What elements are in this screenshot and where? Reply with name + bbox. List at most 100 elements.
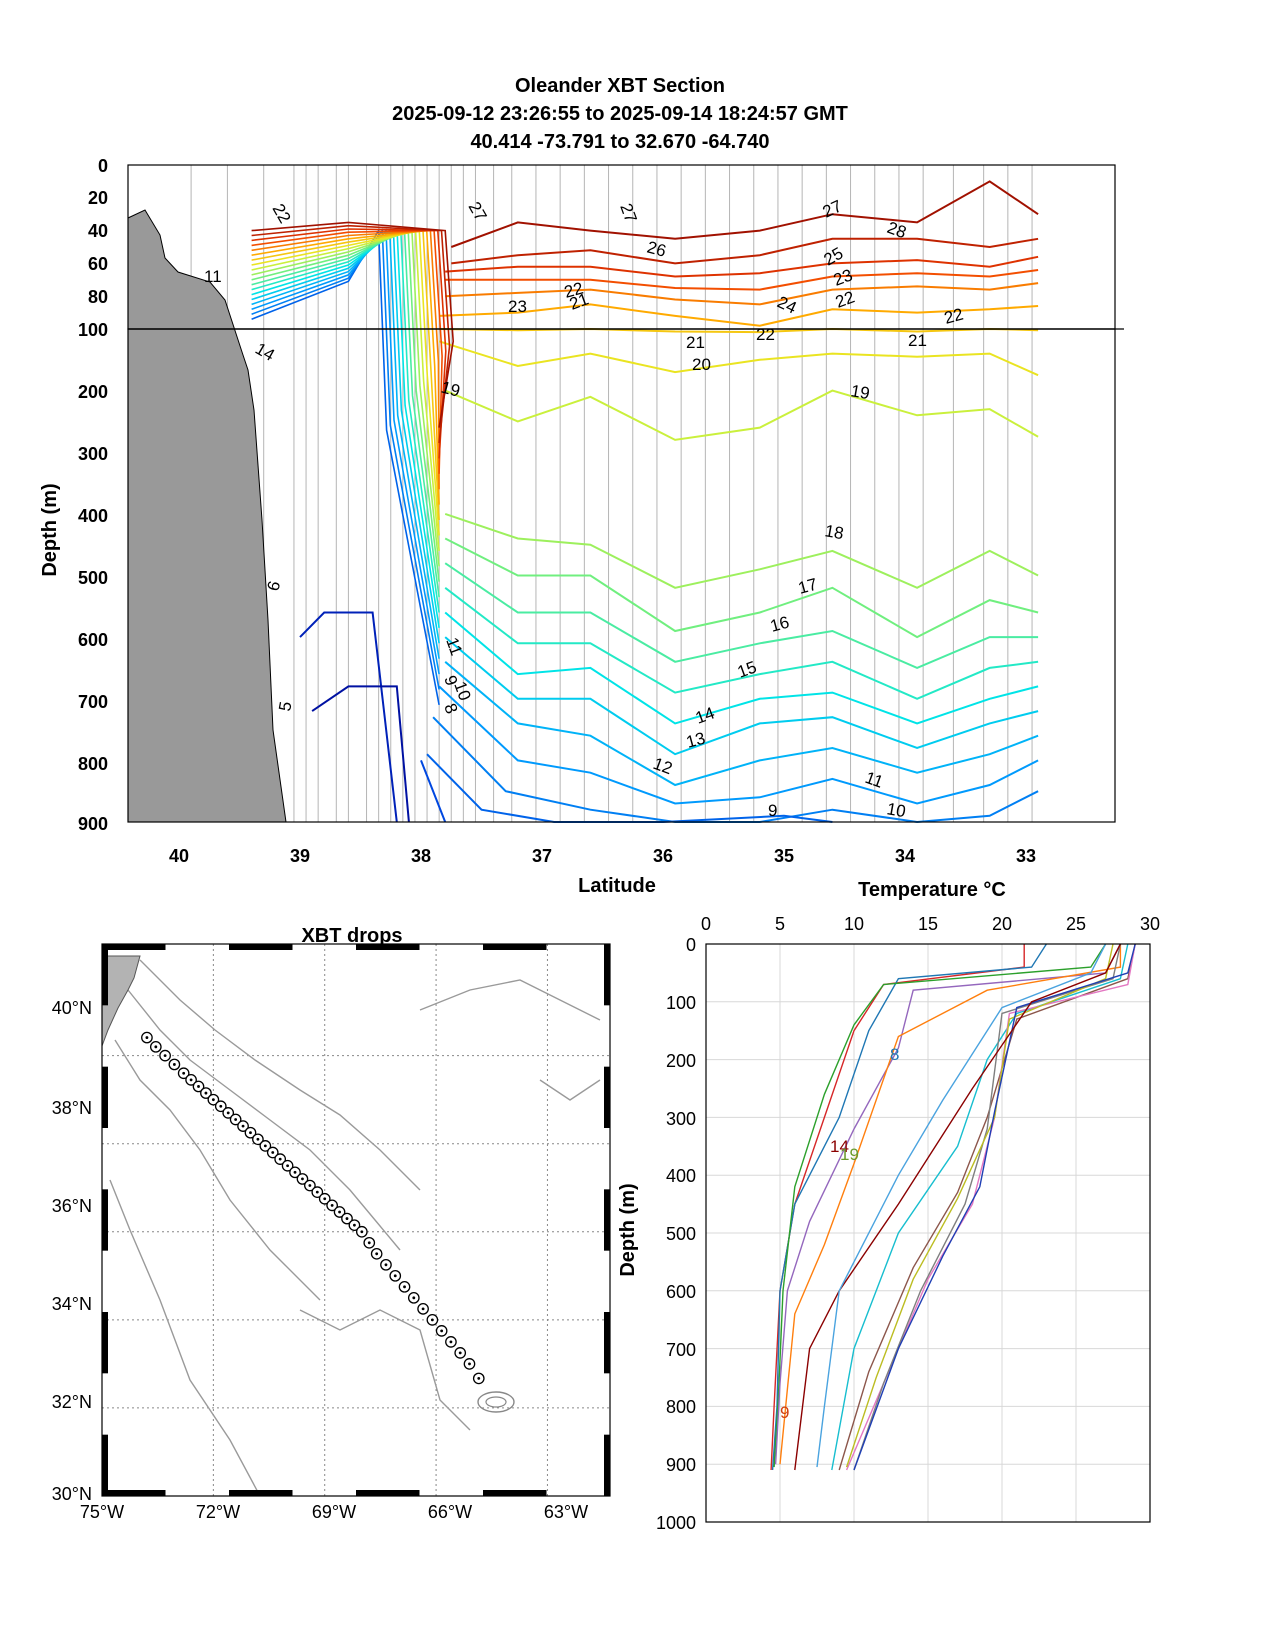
xbt-drop-center — [393, 1274, 397, 1278]
lon-label-63: 63°W — [544, 1502, 588, 1522]
isotherm-6 — [299, 611, 398, 823]
temperature-profile — [831, 943, 1129, 1471]
contour-label-22: 22 — [562, 279, 585, 302]
temperature-profile — [838, 943, 1136, 1471]
depth-tick-0: 0 — [686, 935, 696, 955]
isotherm-15 — [444, 587, 1039, 700]
contour-label-25: 25 — [821, 244, 847, 270]
depth-contour — [419, 979, 601, 1021]
depth-tick-600: 600 — [666, 1282, 696, 1302]
isotherm-27 — [450, 180, 1039, 248]
contour-label-22: 22 — [942, 305, 965, 328]
xbt-drop-center — [219, 1104, 223, 1108]
bermuda-rise — [477, 1391, 515, 1413]
contour-label-11: 11 — [863, 768, 886, 792]
profile-label-8: 8 — [890, 1045, 899, 1064]
contour-label-14: 14 — [693, 703, 717, 727]
ytick-40: 40 — [88, 221, 108, 241]
front-isotherm-10 — [251, 228, 440, 690]
lat-label-32: 32°N — [52, 1392, 92, 1412]
isotherm-26 — [451, 237, 1039, 265]
isotherm-17 — [444, 537, 1039, 639]
ytick-300: 300 — [78, 444, 108, 464]
profile-label-19: 19 — [840, 1145, 859, 1164]
xbt-drop-center — [263, 1144, 267, 1148]
xbt-drop-center — [468, 1362, 471, 1366]
lat-label-36: 36°N — [52, 1196, 92, 1216]
xbt-drop-center — [412, 1296, 416, 1300]
xbt-drop-center — [345, 1217, 349, 1220]
xtick-38: 38 — [411, 846, 431, 866]
depth-contour — [299, 1309, 471, 1431]
contour-label-11: 11 — [442, 635, 466, 658]
ytick-400: 400 — [78, 506, 108, 526]
xtick-40: 40 — [169, 846, 189, 866]
xbt-drop-center — [154, 1045, 158, 1049]
temperature-profile — [816, 943, 1107, 1468]
frame-tick — [604, 1434, 610, 1496]
xbt-drop-center — [145, 1036, 149, 1039]
xbt-drop-center — [421, 1307, 425, 1311]
frame-tick — [356, 1490, 420, 1496]
frame-tick — [102, 944, 166, 950]
section-ylabel: Depth (m) — [39, 483, 61, 576]
xbt-drop-center — [315, 1190, 319, 1194]
xbt-drop-center — [271, 1151, 275, 1154]
frame-tick — [102, 1189, 108, 1251]
depth-tick-1000: 1000 — [656, 1513, 696, 1533]
isotherm-13 — [444, 636, 1039, 756]
xbt-drop-center — [172, 1063, 176, 1066]
depth-tick-100: 100 — [666, 993, 696, 1013]
xtick-39: 39 — [290, 846, 310, 866]
xbt-drop-markers — [141, 1031, 485, 1385]
depth-tick-200: 200 — [666, 1051, 696, 1071]
ytick-100: 100 — [78, 320, 108, 340]
isotherm-8 — [420, 760, 447, 823]
xbt-drop-center — [226, 1111, 230, 1115]
contour-label-21: 21 — [686, 333, 705, 352]
contour-label-12: 12 — [651, 754, 675, 778]
frame-tick — [102, 944, 108, 1006]
xbt-drop-center — [323, 1197, 327, 1201]
depth-tick-700: 700 — [666, 1340, 696, 1360]
xbt-drop-center — [182, 1071, 186, 1075]
contour-label-17: 17 — [796, 575, 819, 598]
isotherm-18 — [444, 512, 1039, 589]
depth-tick-900: 900 — [666, 1455, 696, 1475]
ytick-0: 0 — [98, 156, 108, 176]
temperature-profile — [779, 944, 1122, 1465]
depth-tick-500: 500 — [666, 1224, 696, 1244]
isotherm-23 — [445, 282, 1039, 306]
frame-tick — [229, 944, 293, 950]
xbt-drop-center — [249, 1131, 252, 1135]
frame-tick — [604, 1066, 610, 1128]
map-graticule — [102, 944, 610, 1496]
xbt-drop-center — [241, 1124, 245, 1128]
temp-tick-30: 30 — [1140, 914, 1160, 934]
front-isotherm-11 — [251, 228, 440, 675]
xbt-drop-center — [367, 1241, 371, 1245]
contour-label-19: 19 — [849, 381, 871, 403]
map-title: XBT drops — [301, 925, 402, 947]
section-plot: Oleander XBT Section 2025-09-12 23:26:55… — [39, 75, 1124, 897]
isotherm-14 — [444, 611, 1039, 725]
xbt-drop-center — [256, 1137, 260, 1141]
xbt-drop-center — [375, 1252, 379, 1256]
contour-label-13: 13 — [684, 729, 707, 752]
contour-label-20: 20 — [692, 355, 711, 374]
contour-label-18: 18 — [823, 521, 845, 543]
temperature-profile — [845, 943, 1114, 1468]
section-xlabel: Latitude — [578, 875, 656, 897]
lon-label-69: 69°W — [312, 1502, 356, 1522]
contour-label-9: 9 — [768, 801, 777, 820]
isotherm-22 — [439, 303, 1039, 327]
frame-tick — [604, 1312, 610, 1374]
map-frame — [101, 943, 611, 1497]
depth-contour — [114, 1039, 321, 1301]
xbt-drop-center — [430, 1318, 434, 1322]
section-frame-lower — [127, 328, 1116, 823]
xtick-37: 37 — [532, 846, 552, 866]
land-shelf — [127, 209, 287, 823]
contour-label-22: 22 — [833, 287, 857, 311]
